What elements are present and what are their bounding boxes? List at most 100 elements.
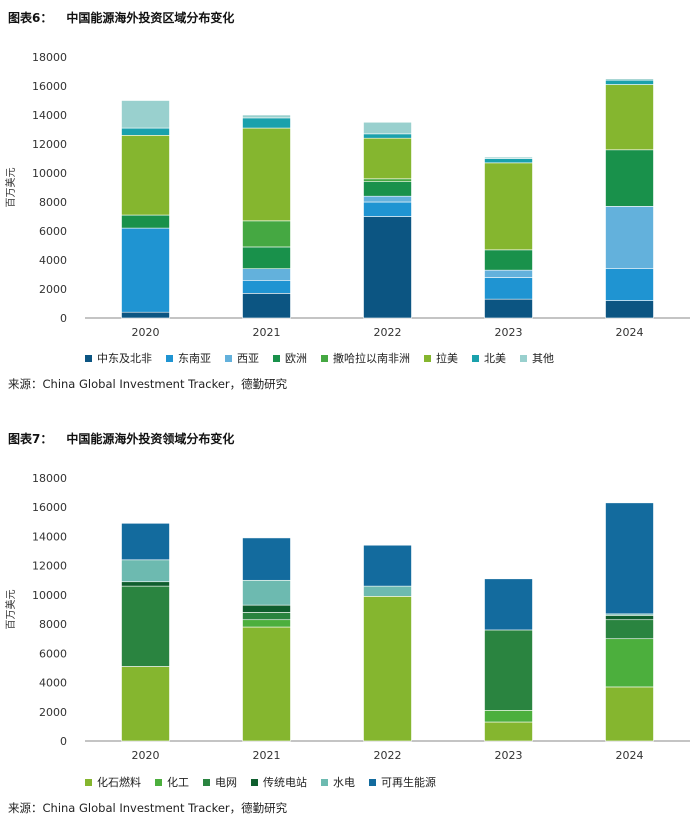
legend-item: 西亚 [225,350,259,366]
legend-swatch [225,355,232,362]
chart1-source: 来源：China Global Investment Tracker，德勤研究 [8,377,288,391]
bar-segment [242,280,291,294]
bar-segment [605,502,654,615]
y-tick-label: 10000 [32,589,67,602]
legend-label: 化工 [167,776,189,789]
bar-segment [484,710,533,723]
legend-item: 拉美 [424,350,458,366]
legend-item: 东南亚 [166,350,211,366]
bar-segment [605,300,654,319]
y-tick-label: 6000 [39,225,67,238]
bar-segment [242,246,291,269]
legend-label: 欧洲 [285,352,307,365]
legend-swatch [85,779,92,786]
legend-swatch [273,355,280,362]
legend-label: 水电 [333,776,355,789]
x-tick-label: 2022 [374,749,402,762]
bar-segment [484,721,533,742]
x-tick-label: 2022 [374,326,402,339]
bar-segment [121,214,170,229]
chart1-plot: 0 2000 4000 6000 8000 10000 12000 14000 16000 180… [4,51,690,339]
legend-label: 东南亚 [178,352,211,365]
bar-segment [363,137,412,180]
chart2-title-number: 图表7： [8,432,53,446]
y-tick-label: 0 [60,312,67,325]
bar-segment [484,277,533,300]
legend-item: 可再生能源 [369,774,436,790]
legend-swatch [155,779,162,786]
bar-segment [484,158,533,164]
bar-segment [242,612,291,621]
chart2-source: 来源：China Global Investment Tracker，德勤研究 [8,801,288,815]
y-tick-label: 2000 [39,706,67,719]
legend-swatch [424,355,431,362]
bar-segment [363,121,412,135]
x-tick-label: 2023 [495,326,523,339]
bar-segment [242,127,291,222]
y-tick-label: 4000 [39,677,67,690]
chart1-title: 图表6： 中国能源海外投资区域分布变化 [8,9,234,26]
y-tick-label: 12000 [32,138,67,151]
y-tick-label: 18000 [32,472,67,485]
chart1-title-text: 中国能源海外投资区域分布变化 [66,11,235,25]
y-tick-label: 14000 [32,530,67,543]
x-tick-label: 2023 [495,749,523,762]
x-tick-label: 2024 [616,326,644,339]
bar-segment [363,596,412,742]
bar-segment [242,117,291,129]
legend-item: 化石燃料 [85,774,141,790]
legend-swatch [321,779,328,786]
bar-segment [242,114,291,119]
y-tick-label: 16000 [32,501,67,514]
bar-segment [363,133,412,139]
y-tick-label: 4000 [39,254,67,267]
bar-segment [363,195,412,203]
y-tick-label: 2000 [39,283,67,296]
bar-segment [605,619,654,640]
bar-segment [605,149,654,207]
x-tick-label: 2020 [132,749,160,762]
bar-segment [605,638,654,688]
bar-segment [242,619,291,628]
legend-label: 传统电站 [263,776,307,789]
bar-segment [242,579,291,606]
bar-segment [242,220,291,248]
bar-segment [484,578,533,631]
bar-segment [363,178,412,183]
bar-segment [121,522,170,561]
y-tick-label: 16000 [32,80,67,93]
legend-label: 北美 [484,352,506,365]
chart1-title-number: 图表6： [8,11,53,25]
bar-segment [484,629,533,711]
legend-swatch [472,355,479,362]
bar-segment [605,206,654,270]
legend-item: 电网 [203,774,237,790]
bar-segment [121,585,170,667]
y-tick-label: 14000 [32,109,67,122]
bar-segment [121,127,170,136]
y-tick-label: 0 [60,735,67,748]
bar-segment [484,156,533,159]
legend-label: 西亚 [237,352,259,365]
chart2-plot: 0 2000 4000 6000 8000 10000 12000 14000 16000 180… [4,472,690,762]
legend-swatch [251,779,258,786]
chart2-title: 图表7： 中国能源海外投资领域分布变化 [8,430,234,447]
bar-segment [605,268,654,301]
chart2-legend: 化石燃料 化工 电网 传统电站 水电 可再生能源 [85,774,450,790]
y-tick-label: 8000 [39,196,67,209]
bar-segment [363,181,412,197]
legend-label: 其他 [532,352,554,365]
bar-segment [484,269,533,278]
bar-segment [242,626,291,742]
legend-swatch [85,355,92,362]
chart1-legend: 中东及北非 东南亚 西亚 欧洲 撒哈拉以南非洲 拉美 北美 其他 [85,350,568,366]
y-tick-label: 12000 [32,560,67,573]
legend-label: 电网 [215,776,237,789]
legend-label: 化石燃料 [97,776,141,789]
legend-item: 化工 [155,774,189,790]
bar-segment [242,293,291,319]
bar-segment [121,666,170,742]
bar-segment [121,227,170,313]
x-tick-label: 2021 [253,749,281,762]
bar-segment [484,298,533,319]
